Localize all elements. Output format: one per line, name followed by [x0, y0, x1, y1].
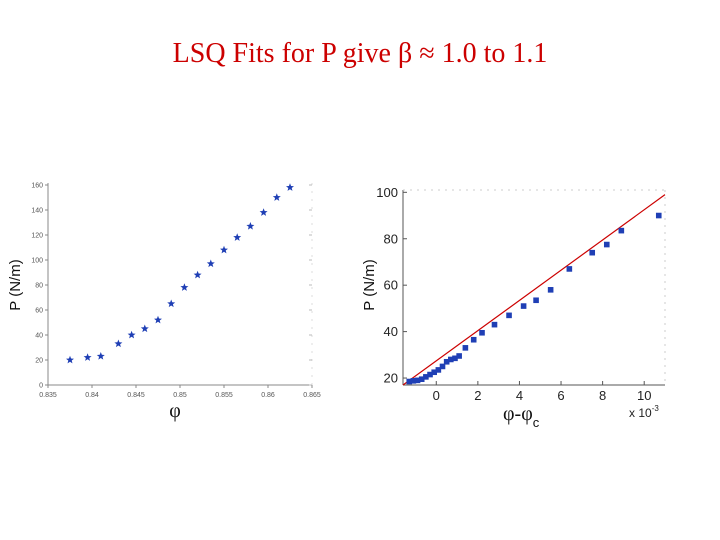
right-data-point	[506, 312, 512, 319]
left-y-tick-label: 160	[31, 183, 43, 190]
right-data-point	[418, 376, 425, 382]
right-x-tick-label: 0	[433, 388, 440, 403]
left-x-tick-label: 0.845	[127, 392, 145, 399]
left-x-tick-label: 0.835	[39, 392, 57, 399]
right-x-tick-label: 2	[474, 388, 481, 403]
left-y-tick-label: 0	[39, 383, 43, 390]
right-y-tick-label: 40	[384, 324, 398, 339]
right-data-point	[431, 369, 437, 376]
left-data-point	[127, 330, 136, 339]
right-data-point	[410, 378, 417, 384]
left-x-tick-label: 0.865	[303, 392, 321, 399]
left-data-point	[193, 270, 202, 279]
right-x-axis-label-sub: c	[533, 415, 540, 430]
left-data-point	[233, 233, 242, 241]
left-y-tick-label: 60	[35, 308, 43, 315]
fit-line	[402, 194, 666, 386]
right-data-point	[427, 371, 433, 378]
right-data-point	[439, 363, 446, 370]
left-chart: 0 20 40 60 80 100 120 140 160 0.835 0.84 0.845 0.85…	[7, 183, 321, 423]
right-data-point	[479, 329, 485, 336]
left-data-point	[246, 222, 255, 230]
right-data-point	[462, 345, 469, 351]
left-data-point	[220, 245, 228, 254]
left-data-point	[167, 299, 176, 308]
right-data-point	[456, 353, 462, 359]
right-y-axis-label: P (N/m)	[361, 259, 378, 310]
right-x-tick-label: 6	[557, 388, 564, 403]
left-y-tick-label: 80	[35, 283, 43, 290]
right-y-tick-label: 100	[376, 185, 398, 200]
right-data-point	[423, 374, 429, 380]
right-y-tick-label: 80	[384, 231, 398, 246]
right-data-point	[443, 358, 450, 365]
left-data-point	[114, 339, 123, 348]
right-data-point	[452, 355, 458, 362]
left-x-tick-label: 0.86	[261, 392, 275, 399]
right-data-point	[547, 287, 554, 293]
right-x-tick-label: 8	[599, 388, 606, 403]
left-y-tick-label: 20	[35, 358, 43, 365]
right-data-point	[618, 227, 625, 234]
left-y-tick-label: 100	[31, 258, 43, 265]
right-data-point	[655, 212, 662, 219]
right-y-tick-label: 60	[384, 278, 398, 293]
left-y-tick-label: 120	[31, 233, 43, 240]
left-x-axis-label: φ	[169, 400, 181, 422]
left-data-point	[286, 183, 294, 191]
right-data-point	[566, 266, 573, 272]
right-x-axis-label-main: φ-φ	[503, 403, 533, 425]
right-x-tick-label: 10	[637, 388, 651, 403]
right-x-axis-label: φ-φc	[503, 403, 540, 430]
slide-title: LSQ Fits for P give β ≈ 1.0 to 1.1	[172, 38, 548, 69]
left-data-point	[96, 352, 105, 360]
right-chart: 20 40 60 80 100 0 2 4 6 8 10 P (N/m) φ-φc x 10-3	[361, 185, 666, 430]
left-data-point	[66, 355, 74, 364]
right-data-point	[589, 249, 596, 256]
right-data-point	[520, 303, 527, 309]
right-x-tick-label: 4	[516, 388, 523, 403]
right-data-point	[603, 241, 610, 248]
left-data-point	[180, 283, 189, 291]
right-data-point	[491, 321, 498, 328]
left-data-point	[154, 315, 162, 324]
left-data-point	[259, 208, 268, 216]
right-x-exponent-base: x 10	[629, 406, 652, 420]
left-data-point	[272, 193, 281, 201]
right-data-point	[435, 367, 442, 373]
right-x-exponent-label: x 10-3	[629, 404, 659, 420]
right-data-point	[406, 378, 413, 385]
right-y-tick-label: 20	[384, 371, 398, 386]
left-data-point	[206, 259, 215, 268]
left-data-point	[83, 353, 92, 361]
right-data-point	[470, 336, 477, 343]
right-data-point	[448, 356, 454, 363]
right-x-exponent-power: -3	[652, 404, 660, 413]
left-y-tick-label: 40	[35, 333, 43, 340]
left-x-tick-label: 0.855	[215, 392, 233, 399]
right-data-point	[414, 377, 421, 384]
right-data-point	[533, 297, 539, 304]
left-y-axis-label: P (N/m)	[7, 259, 24, 310]
left-y-tick-label: 140	[31, 208, 43, 215]
left-data-point	[140, 324, 149, 333]
left-x-tick-label: 0.84	[85, 392, 99, 399]
left-x-tick-label: 0.85	[173, 392, 187, 399]
